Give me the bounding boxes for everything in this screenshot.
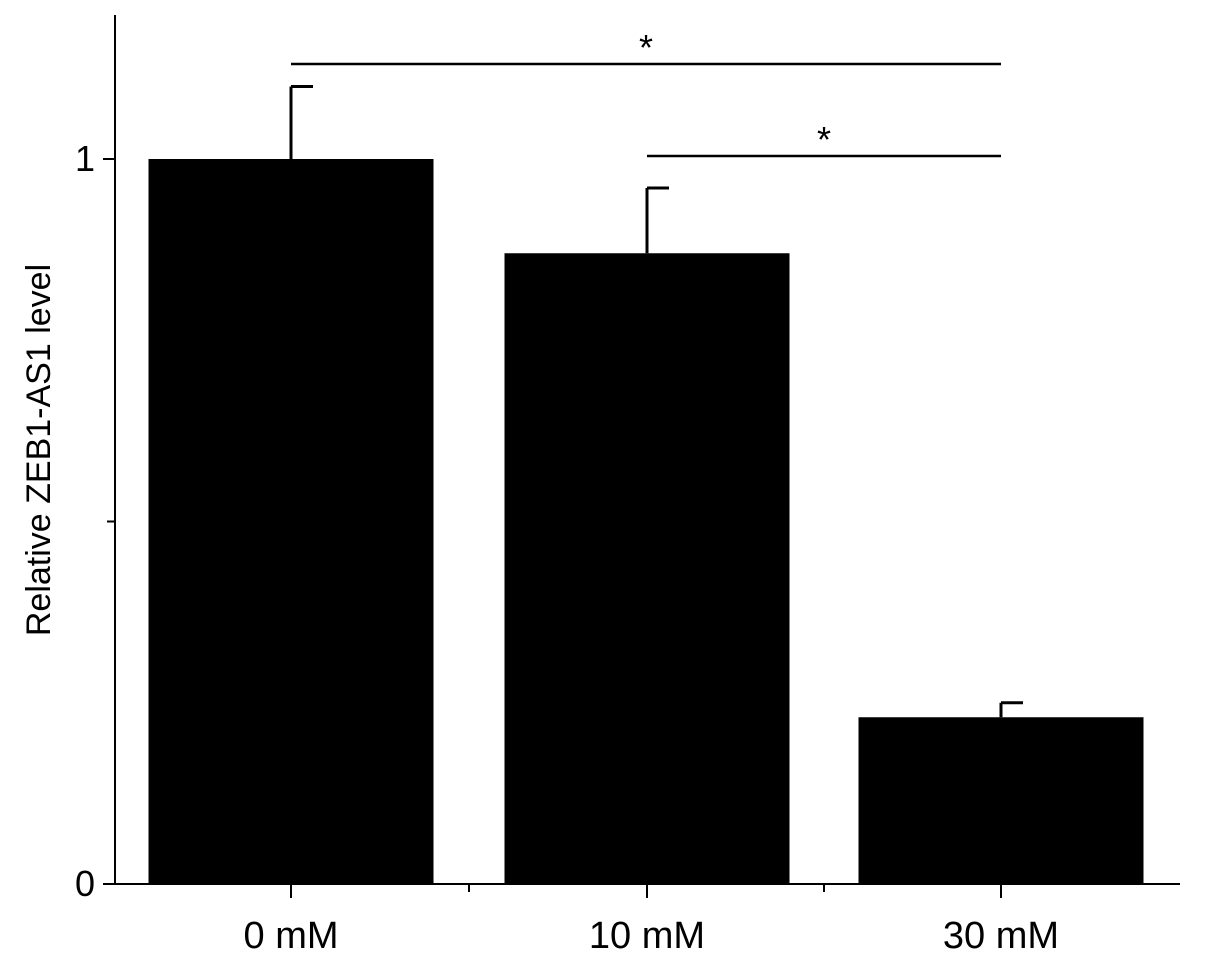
x-tick-label: 30 mM [943, 915, 1059, 957]
y-axis-label: Relative ZEB1-AS1 level [20, 264, 58, 636]
y-tick-label: 0 [75, 863, 95, 904]
y-tick-label: 1 [75, 138, 95, 179]
bar [858, 717, 1144, 884]
bar [504, 253, 790, 884]
x-tick-label: 10 mM [589, 915, 705, 957]
significance-star: * [817, 119, 831, 160]
significance-star: * [639, 27, 653, 68]
bar [148, 159, 434, 884]
error-bars-group [289, 85, 1023, 718]
x-tick-label: 0 mM [244, 915, 339, 957]
bars-group [148, 159, 1144, 884]
significance-group: ** [291, 27, 1001, 160]
labels-group: 010 mM 10 mM 30 mM [75, 138, 1059, 957]
